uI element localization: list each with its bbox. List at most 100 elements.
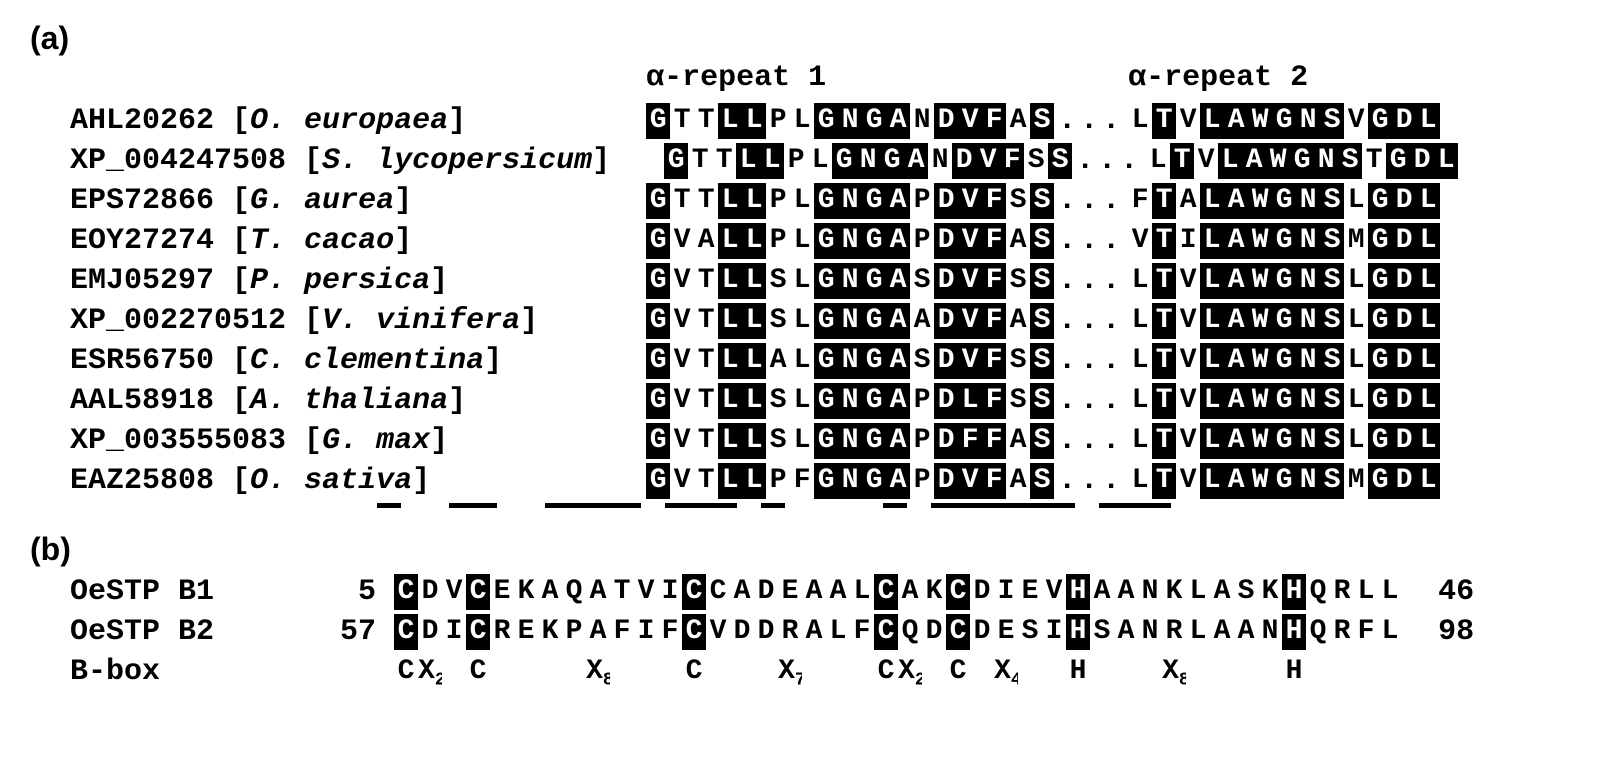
bbox-sequence: CDVCEKAQATVICCADEAALCAKCDIEVHAANKLASKHQR…	[394, 574, 1402, 610]
residue: L	[742, 303, 766, 339]
residue: D	[934, 263, 958, 299]
consensus-cell: X8	[1162, 654, 1186, 690]
consensus-cell	[850, 654, 874, 690]
residue: G	[1272, 463, 1296, 499]
residue: L	[1416, 303, 1440, 339]
residue: S	[1338, 143, 1362, 179]
residue: G	[646, 263, 670, 299]
residue: F	[982, 343, 1006, 379]
consensus-cell	[706, 654, 730, 690]
residue: V	[1176, 263, 1200, 299]
residue: C	[682, 614, 706, 650]
alignment-headers: α-repeat 1...α-repeat 2	[70, 61, 1570, 95]
residue: T	[694, 303, 718, 339]
residue: S	[1030, 383, 1054, 419]
bbox-row: OeSTP B1 5 CDVCEKAQATVICCADEAALCAKCDIEVH…	[70, 572, 1570, 612]
species-name: EMJ05297 [P. persica]	[70, 264, 646, 298]
alignment-row: EAZ25808 [O. sativa] GVTLLPFGNGAPDVFAS..…	[70, 461, 1570, 501]
residue: G	[832, 143, 856, 179]
residue: V	[670, 383, 694, 419]
consensus-cell	[562, 654, 586, 690]
residue: T	[670, 103, 694, 139]
residue: V	[1194, 143, 1218, 179]
residue: L	[790, 103, 814, 139]
residue: T	[694, 263, 718, 299]
residue: S	[1234, 574, 1258, 610]
residue: G	[862, 103, 886, 139]
residue: V	[1176, 383, 1200, 419]
residue: A	[1224, 303, 1248, 339]
residue: S	[766, 383, 790, 419]
residue: N	[1296, 103, 1320, 139]
species-name: XP_004247508 [S. lycopersicum]	[70, 144, 664, 178]
residue: L	[1128, 303, 1152, 339]
residue: L	[790, 303, 814, 339]
residue: G	[646, 343, 670, 379]
residue: N	[1296, 463, 1320, 499]
residue: G	[1368, 183, 1392, 219]
residue: D	[1392, 263, 1416, 299]
residue: L	[718, 223, 742, 259]
residue: Q	[1306, 614, 1330, 650]
residue: D	[934, 343, 958, 379]
residue: G	[814, 103, 838, 139]
bbox-start-pos: 57	[286, 615, 394, 649]
residue: A	[1224, 463, 1248, 499]
residue: V	[706, 614, 730, 650]
residue: S	[1030, 103, 1054, 139]
residue: G	[814, 343, 838, 379]
residue: S	[1320, 423, 1344, 459]
residue: Q	[898, 614, 922, 650]
seq-block-2: VTILAWGNSMGDL	[1128, 223, 1440, 259]
consensus-cell: C	[466, 654, 490, 690]
residue: A	[1224, 103, 1248, 139]
residue: G	[814, 223, 838, 259]
residue: T	[1152, 423, 1176, 459]
residue: A	[802, 574, 826, 610]
consensus-cell: H	[1066, 654, 1090, 690]
residue: L	[1416, 223, 1440, 259]
residue: S	[1320, 223, 1344, 259]
residue: L	[1344, 383, 1368, 419]
residue: T	[688, 143, 712, 179]
residue: A	[1006, 103, 1030, 139]
residue: Q	[562, 574, 586, 610]
residue: G	[1368, 423, 1392, 459]
seq-block-2: LTVLAWGNSLGDL	[1128, 263, 1440, 299]
panel-a-label: (a)	[30, 20, 1570, 57]
residue: G	[862, 183, 886, 219]
residue: A	[1234, 614, 1258, 650]
residue: L	[1378, 614, 1402, 650]
consensus-cell	[658, 654, 682, 690]
residue: L	[1200, 423, 1224, 459]
consensus-cell: C	[874, 654, 898, 690]
consensus-cell	[826, 654, 850, 690]
residue: G	[1368, 223, 1392, 259]
residue: F	[982, 103, 1006, 139]
consensus-cell	[1090, 654, 1114, 690]
consensus-cell	[1258, 654, 1282, 690]
residue: L	[1200, 383, 1224, 419]
residue: V	[670, 223, 694, 259]
residue: P	[910, 383, 934, 419]
residue: S	[766, 303, 790, 339]
residue: L	[718, 183, 742, 219]
residue: L	[1434, 143, 1458, 179]
residue: L	[1416, 463, 1440, 499]
residue: M	[1344, 223, 1368, 259]
residue: A	[802, 614, 826, 650]
residue: P	[766, 223, 790, 259]
species-name: EOY27274 [T. cacao]	[70, 224, 646, 258]
panel-a-body: α-repeat 1...α-repeat 2AHL20262 [O. euro…	[70, 61, 1570, 513]
residue: N	[838, 303, 862, 339]
alignment-gap: ...	[1054, 304, 1128, 338]
residue: S	[1320, 343, 1344, 379]
residue: A	[1224, 383, 1248, 419]
residue: D	[1392, 223, 1416, 259]
residue: L	[1344, 343, 1368, 379]
residue: G	[862, 423, 886, 459]
residue: W	[1248, 423, 1272, 459]
consensus-cell	[1186, 654, 1210, 690]
residue: A	[1176, 183, 1200, 219]
bbox-start-pos: 5	[286, 575, 394, 609]
